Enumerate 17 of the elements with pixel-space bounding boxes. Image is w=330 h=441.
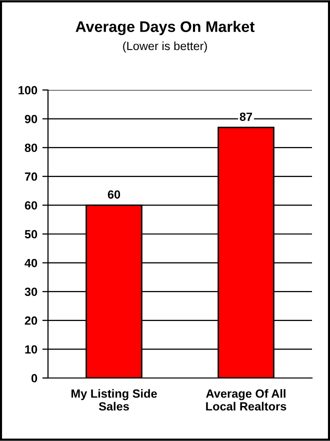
y-tick-label: 50: [24, 230, 38, 238]
x-tick-label: Average Of All Local Realtors: [206, 389, 286, 411]
y-tick-label: 100: [18, 86, 38, 94]
chart-title: Average Days On Market: [76, 20, 255, 36]
y-tick-label: 80: [24, 144, 38, 152]
data-label: 60: [108, 190, 120, 199]
x-tick-label: My Listing Side Sales: [72, 389, 157, 411]
chart-subtitle: (Lower is better): [123, 42, 207, 52]
y-tick-label: 70: [24, 172, 38, 181]
y-tick-label: 60: [24, 201, 38, 210]
y-tick-label: 0: [31, 374, 38, 382]
y-tick-label: 30: [24, 288, 38, 296]
y-tick-label: 20: [24, 316, 38, 325]
data-label: 87: [240, 112, 252, 121]
y-tick-label: 40: [24, 258, 38, 268]
y-tick-label: 10: [25, 345, 38, 354]
y-tick-label: 90: [24, 114, 38, 124]
